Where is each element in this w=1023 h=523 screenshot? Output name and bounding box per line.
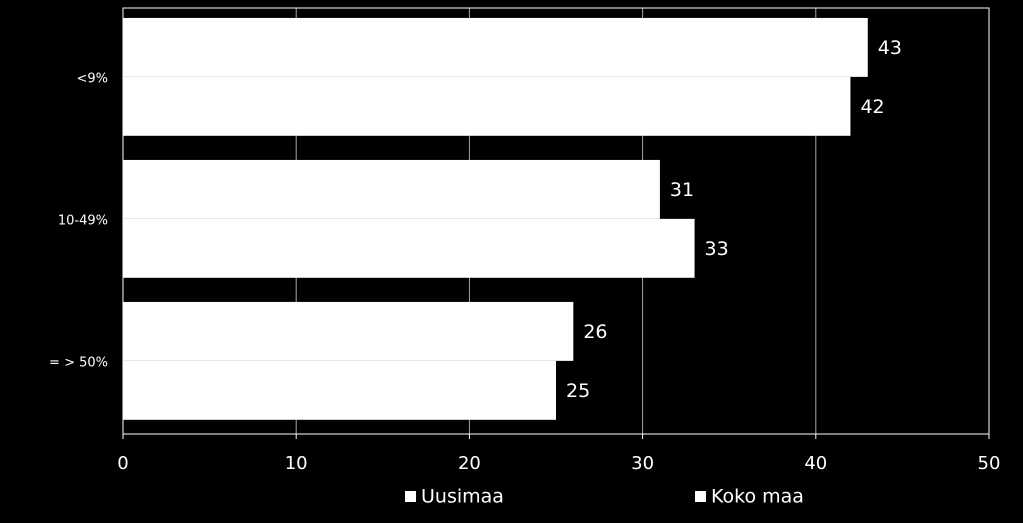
value-label: 43 [878, 37, 902, 59]
y-tick-label: <9% [76, 72, 108, 87]
legend-marker [695, 491, 706, 502]
y-tick-label: 10-49% [58, 214, 108, 229]
x-tick-label: 10 [285, 453, 308, 474]
value-label: 42 [860, 96, 884, 118]
legend-marker [405, 491, 416, 502]
bar [123, 218, 695, 278]
value-label: 33 [705, 238, 729, 260]
bar [123, 17, 868, 77]
value-label: 26 [583, 321, 607, 343]
x-tick-label: 40 [804, 453, 827, 474]
value-label: 25 [566, 380, 590, 402]
bar [123, 360, 556, 420]
value-label: 31 [670, 179, 694, 201]
x-tick-label: 50 [978, 453, 1001, 474]
x-tick-label: 20 [458, 453, 481, 474]
bar [123, 159, 660, 219]
bar [123, 76, 851, 136]
x-tick-label: 30 [631, 453, 654, 474]
x-tick-label: 0 [117, 453, 128, 474]
bar [123, 301, 574, 361]
legend-label: Uusimaa [421, 486, 504, 508]
y-tick-label: = > 50% [49, 356, 108, 371]
legend-label: Koko maa [711, 486, 804, 508]
